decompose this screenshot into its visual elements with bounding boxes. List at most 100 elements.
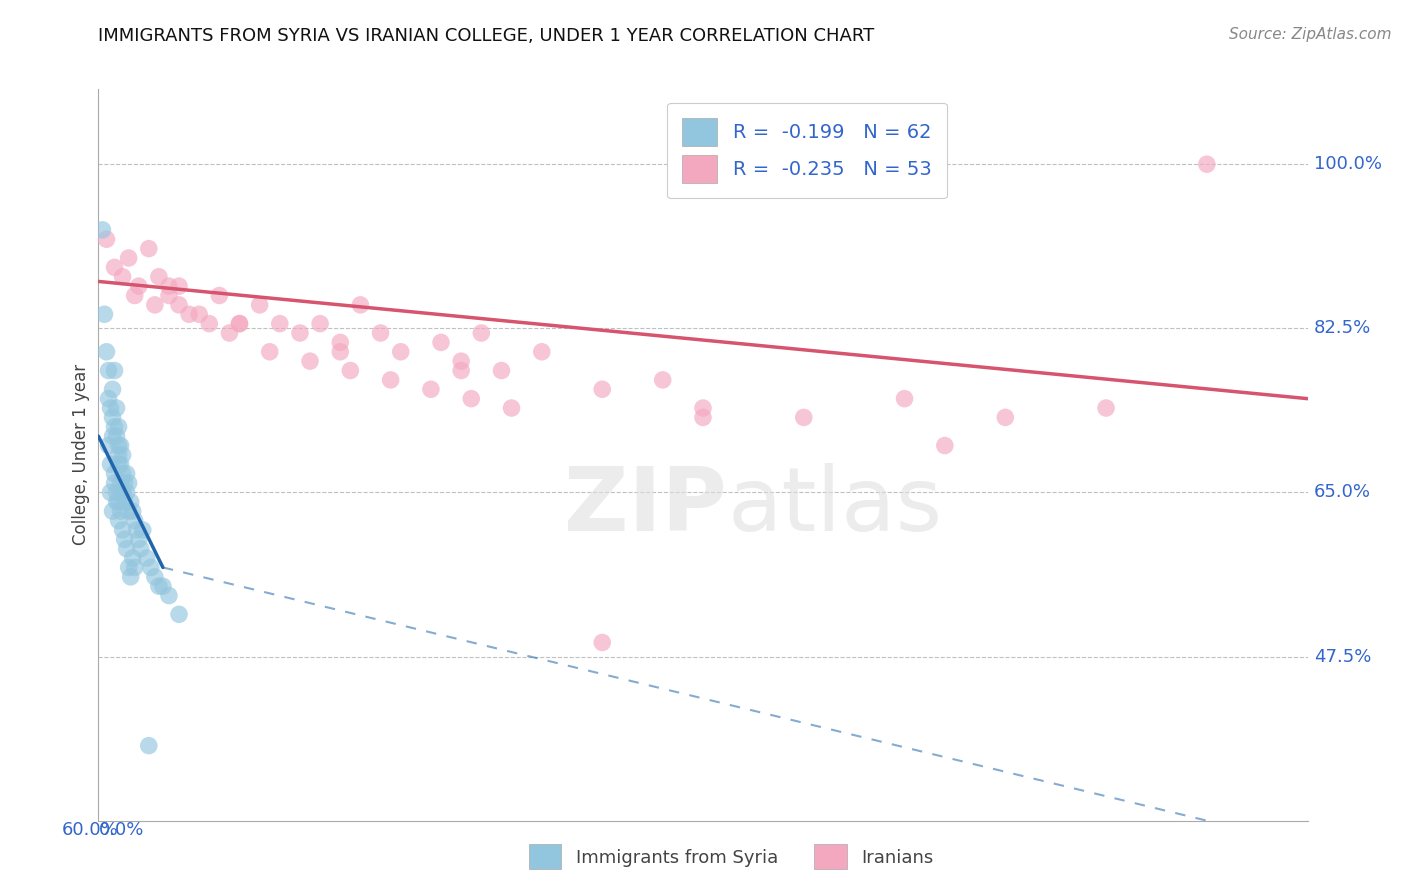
Point bbox=[111, 523, 134, 537]
Point bbox=[124, 514, 146, 528]
Point bbox=[107, 419, 129, 434]
Point bbox=[470, 326, 492, 340]
Point bbox=[157, 279, 180, 293]
Point bbox=[501, 401, 523, 415]
Point bbox=[124, 288, 146, 302]
Point bbox=[107, 514, 129, 528]
Point bbox=[97, 392, 120, 406]
Point bbox=[167, 279, 190, 293]
Text: atlas: atlas bbox=[727, 463, 942, 549]
Point bbox=[309, 317, 332, 331]
Point bbox=[299, 354, 322, 368]
Point bbox=[1195, 157, 1218, 171]
Point bbox=[259, 344, 281, 359]
Point bbox=[111, 467, 134, 481]
Point bbox=[101, 504, 124, 518]
Point bbox=[692, 401, 714, 415]
Point bbox=[115, 485, 138, 500]
Point bbox=[111, 269, 134, 284]
Point bbox=[793, 410, 815, 425]
Point bbox=[152, 579, 174, 593]
Point bbox=[103, 363, 125, 377]
Point bbox=[91, 223, 114, 237]
Text: 0.0%: 0.0% bbox=[98, 821, 143, 838]
Point bbox=[288, 326, 311, 340]
Point bbox=[269, 317, 291, 331]
Point bbox=[380, 373, 402, 387]
Point bbox=[120, 570, 142, 584]
Point bbox=[249, 298, 271, 312]
Point bbox=[110, 504, 132, 518]
Point bbox=[100, 458, 122, 472]
Point bbox=[111, 485, 134, 500]
Y-axis label: College, Under 1 year: College, Under 1 year bbox=[72, 364, 90, 546]
Point bbox=[228, 317, 250, 331]
Point bbox=[101, 382, 124, 396]
Point bbox=[105, 485, 128, 500]
Point bbox=[420, 382, 443, 396]
Point bbox=[339, 363, 361, 377]
Text: 100.0%: 100.0% bbox=[1313, 155, 1382, 173]
Point bbox=[329, 344, 352, 359]
Point bbox=[138, 739, 160, 753]
Point bbox=[460, 392, 482, 406]
Point bbox=[97, 438, 120, 452]
Text: Source: ZipAtlas.com: Source: ZipAtlas.com bbox=[1229, 27, 1392, 42]
Point bbox=[105, 429, 128, 443]
Point bbox=[994, 410, 1017, 425]
Point bbox=[120, 495, 142, 509]
Text: 82.5%: 82.5% bbox=[1313, 319, 1371, 337]
Point bbox=[1095, 401, 1118, 415]
Point bbox=[135, 551, 157, 566]
Point bbox=[228, 317, 250, 331]
Point bbox=[129, 541, 152, 556]
Point bbox=[329, 335, 352, 350]
Point bbox=[111, 448, 134, 462]
Text: ZIP: ZIP bbox=[564, 463, 727, 549]
Point bbox=[100, 401, 122, 415]
Point bbox=[179, 307, 201, 321]
Point bbox=[157, 589, 180, 603]
Point bbox=[110, 458, 132, 472]
Point bbox=[198, 317, 221, 331]
Point bbox=[103, 476, 125, 491]
Point bbox=[103, 467, 125, 481]
Point bbox=[139, 560, 162, 574]
Point bbox=[118, 251, 141, 265]
Point bbox=[208, 288, 231, 302]
Legend: Immigrants from Syria, Iranians: Immigrants from Syria, Iranians bbox=[520, 835, 942, 879]
Legend: R =  -0.199   N = 62, R =  -0.235   N = 53: R = -0.199 N = 62, R = -0.235 N = 53 bbox=[666, 103, 948, 198]
Point bbox=[138, 242, 160, 256]
Point bbox=[167, 607, 190, 622]
Point bbox=[115, 467, 138, 481]
Point bbox=[114, 495, 136, 509]
Point bbox=[114, 533, 136, 547]
Point bbox=[101, 429, 124, 443]
Point bbox=[349, 298, 371, 312]
Point bbox=[143, 570, 166, 584]
Point bbox=[121, 504, 143, 518]
Point bbox=[121, 551, 143, 566]
Point bbox=[148, 269, 170, 284]
Point bbox=[450, 354, 472, 368]
Point bbox=[110, 438, 132, 452]
Point bbox=[107, 448, 129, 462]
Point bbox=[110, 476, 132, 491]
Point bbox=[115, 541, 138, 556]
Point bbox=[491, 363, 513, 377]
Point bbox=[124, 560, 146, 574]
Point bbox=[114, 476, 136, 491]
Point bbox=[96, 232, 118, 246]
Point bbox=[143, 298, 166, 312]
Point bbox=[97, 363, 120, 377]
Point bbox=[96, 344, 118, 359]
Point bbox=[103, 419, 125, 434]
Point bbox=[118, 476, 141, 491]
Point bbox=[389, 344, 412, 359]
Point bbox=[188, 307, 211, 321]
Point bbox=[167, 298, 190, 312]
Point bbox=[125, 523, 148, 537]
Point bbox=[591, 382, 613, 396]
Point bbox=[157, 288, 180, 302]
Point bbox=[651, 373, 673, 387]
